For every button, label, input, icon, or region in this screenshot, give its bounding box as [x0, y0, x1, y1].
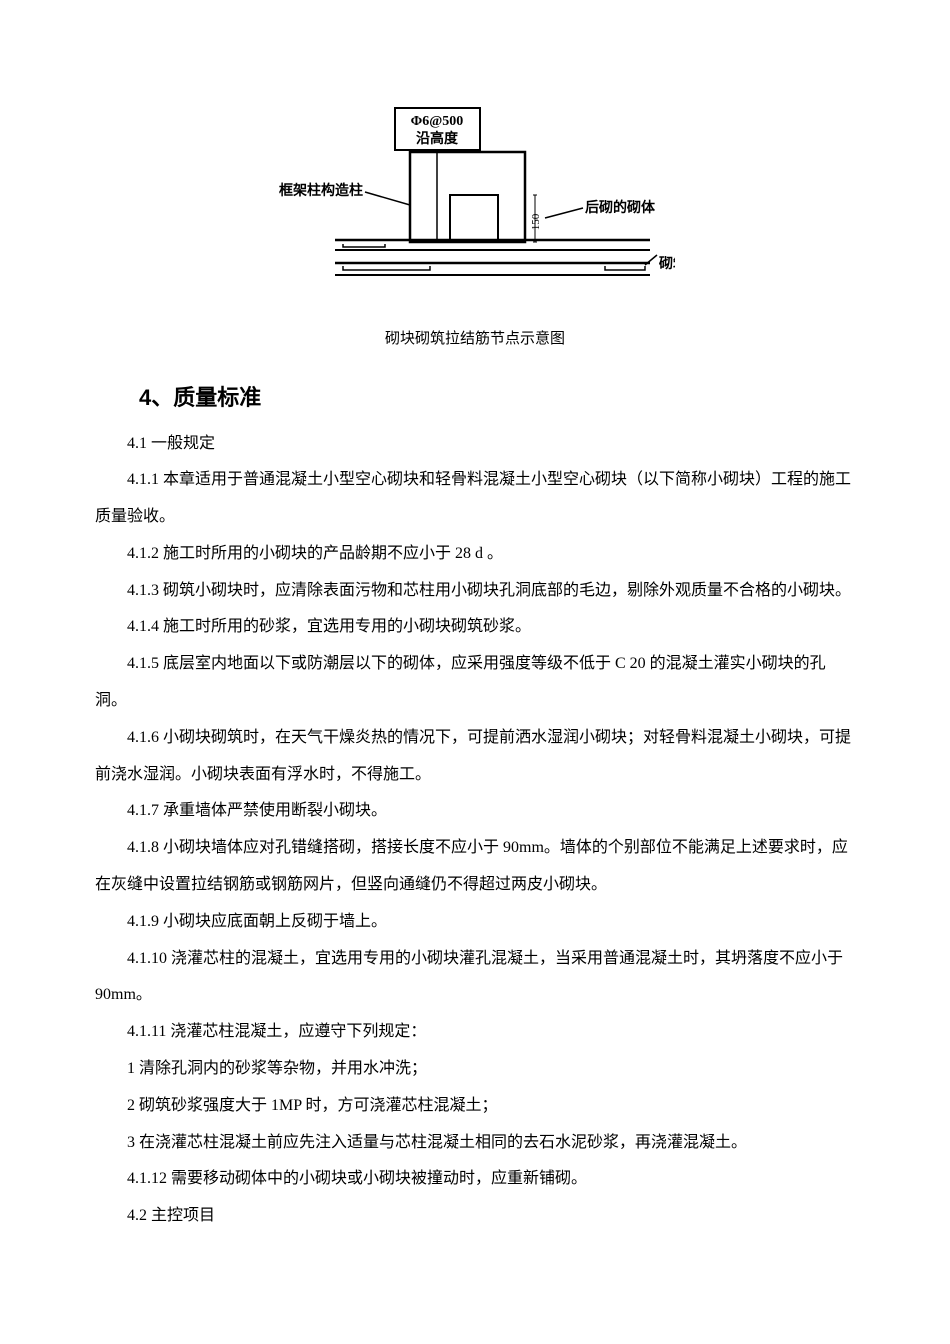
para-4-1-8: 4.1.8 小砌块墙体应对孔错缝搭砌，搭接长度不应小于 90mm。墙体的个别部位…: [95, 830, 855, 904]
para-4-1-11-1: 1 清除孔洞内的砂浆等杂物，并用水冲洗；: [95, 1051, 855, 1088]
section-heading: 4、质量标准: [95, 381, 855, 414]
diagram-label-right-top: 后砌的砌体: [585, 199, 656, 216]
para-4-1-11-2: 2 砌筑砂浆强度大于 1MP 时，方可浇灌芯柱混凝土；: [95, 1088, 855, 1125]
para-4-1-5: 4.1.5 底层室内地面以下或防潮层以下的砌体，应采用强度等级不低于 C 20 …: [95, 646, 855, 720]
para-4-1-3: 4.1.3 砌筑小砌块时，应清除表面污物和芯柱用小砌块孔洞底部的毛边，剔除外观质…: [95, 573, 855, 610]
para-4-1-9: 4.1.9 小砌块应底面朝上反砌于墙上。: [95, 904, 855, 941]
para-4-1-12: 4.1.12 需要移动砌体中的小砌块或小砌块被撞动时，应重新铺砌。: [95, 1161, 855, 1198]
diagram-label-right-bottom: 砌筑时: [658, 255, 675, 272]
tie-bar-diagram: Φ6@500 沿高度 、框架柱构造柱 150 后砌的砌体 砌筑时: [275, 100, 675, 300]
para-4-1-1: 4.1.1 本章适用于普通混凝土小型空心砌块和轻骨料混凝土小型空心砌块（以下简称…: [95, 462, 855, 536]
para-4-1-4: 4.1.4 施工时所用的砂浆，宜选用专用的小砌块砌筑砂浆。: [95, 609, 855, 646]
para-4-1-10: 4.1.10 浇灌芯柱的混凝土，宜选用专用的小砌块灌孔混凝土，当采用普通混凝土时…: [95, 941, 855, 1015]
para-4-1: 4.1 一般规定: [95, 426, 855, 463]
diagram-container: Φ6@500 沿高度 、框架柱构造柱 150 后砌的砌体 砌筑时: [95, 100, 855, 308]
para-4-1-2: 4.1.2 施工时所用的小砌块的产品龄期不应小于 28 d 。: [95, 536, 855, 573]
diagram-label-left: 、框架柱构造柱: [275, 182, 363, 199]
diagram-label-top2: 沿高度: [416, 130, 459, 147]
para-4-1-11-3: 3 在浇灌芯柱混凝土前应先注入适量与芯柱混凝土相同的去石水泥砂浆，再浇灌混凝土。: [95, 1125, 855, 1162]
para-4-1-7: 4.1.7 承重墙体严禁使用断裂小砌块。: [95, 793, 855, 830]
diagram-label-top: Φ6@500: [411, 114, 464, 129]
para-4-1-6: 4.1.6 小砌块砌筑时，在天气干燥炎热的情况下，可提前洒水湿润小砌块；对轻骨料…: [95, 720, 855, 794]
para-4-2: 4.2 主控项目: [95, 1198, 855, 1235]
diagram-dim-150: 150: [530, 213, 542, 230]
para-4-1-11: 4.1.11 浇灌芯柱混凝土，应遵守下列规定：: [95, 1014, 855, 1051]
diagram-caption: 砌块砌筑拉结筋节点示意图: [95, 328, 855, 351]
